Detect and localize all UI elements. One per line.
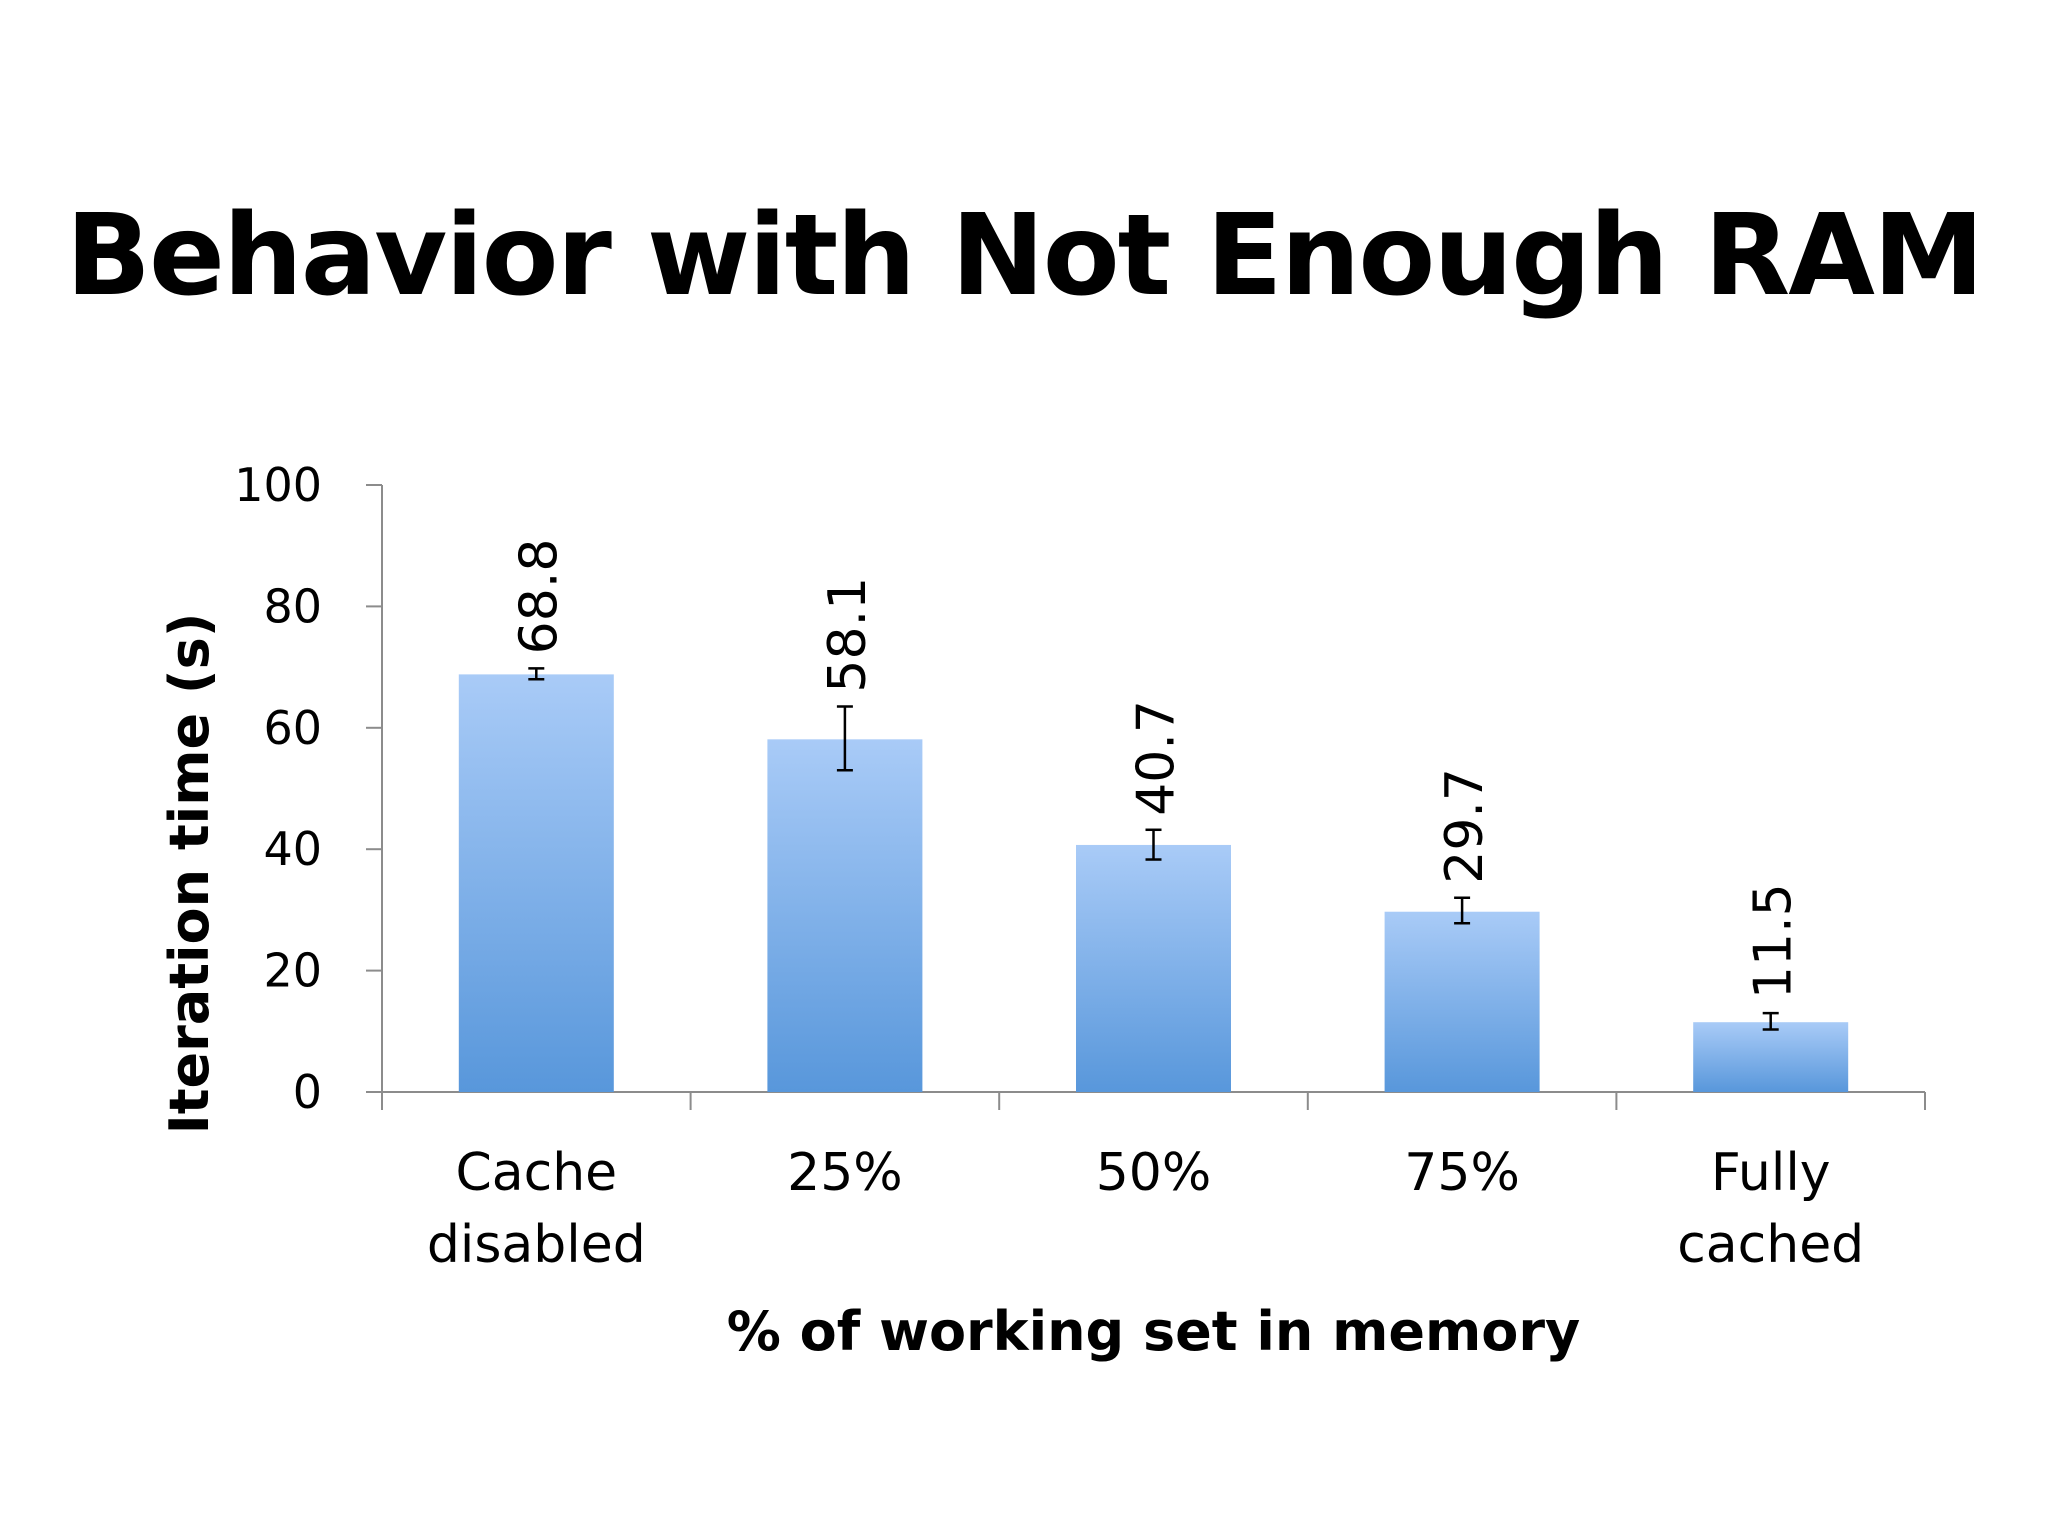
- y-tick-label: 60: [263, 701, 322, 755]
- x-category-label: cached: [1677, 1215, 1864, 1275]
- x-category-label: Cache: [455, 1143, 617, 1203]
- slide-title: Behavior with Not Enough RAM: [65, 191, 1985, 321]
- y-tick-label: 100: [234, 458, 322, 512]
- y-tick-label: 0: [293, 1065, 322, 1119]
- error-bar: [528, 667, 545, 681]
- y-axis-title: Iteration time (s): [158, 613, 221, 1135]
- labels: 0 20 40 60 80 100 68.8 Cache disabled 58.1 25% 40.7…: [158, 458, 1864, 1363]
- x-category-label: disabled: [427, 1215, 646, 1275]
- data-label: 68.8: [509, 539, 569, 655]
- data-label: 58.1: [818, 577, 878, 693]
- x-category-label: 75%: [1404, 1143, 1520, 1203]
- data-label: 29.7: [1435, 768, 1495, 884]
- y-tick-label: 80: [263, 579, 322, 633]
- x-axis-title: % of working set in memory: [727, 1300, 1580, 1363]
- bar: [1693, 1022, 1849, 1092]
- x-category-label: 25%: [787, 1143, 903, 1203]
- x-category-label: Fully: [1711, 1143, 1831, 1203]
- error-bar: [1145, 828, 1162, 861]
- bar: [458, 674, 614, 1092]
- error-bar: [1454, 896, 1471, 925]
- bar: [767, 739, 923, 1092]
- data-label: 40.7: [1127, 700, 1187, 816]
- bar: [1076, 844, 1231, 1092]
- y-tick-label: 40: [263, 822, 322, 876]
- data-label: 11.5: [1744, 883, 1804, 999]
- error-bar: [836, 705, 853, 772]
- y-tick-label: 20: [263, 944, 322, 998]
- bar: [1384, 911, 1540, 1092]
- bars: [458, 667, 1849, 1092]
- x-category-label: 50%: [1096, 1143, 1212, 1203]
- error-bar: [1762, 1011, 1779, 1031]
